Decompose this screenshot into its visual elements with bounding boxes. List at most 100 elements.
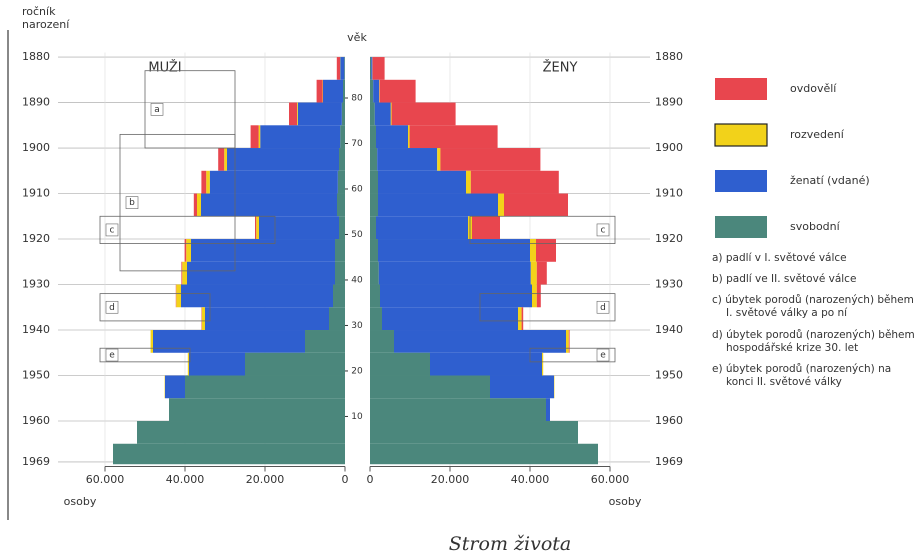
bar-segment [250, 125, 259, 149]
bar-segment [378, 239, 530, 262]
side-title: MUŽI [148, 60, 181, 76]
bar-segment [181, 284, 333, 308]
bar-segment [340, 57, 345, 80]
bar-segment [245, 352, 345, 376]
notes: a) padlí v I. světové válce b) padlí ve I… [712, 252, 917, 397]
bar-segment [370, 443, 598, 465]
y2-tick-label: 70 [351, 139, 363, 149]
bar-segment [316, 79, 323, 103]
bar-segment [372, 57, 385, 80]
y-tick-label: 1880 [22, 50, 50, 63]
legend-swatch [715, 216, 767, 238]
bracket-label: e [109, 351, 115, 361]
bar-segment [370, 57, 372, 80]
bracket [99, 293, 211, 322]
y-tick-label: 1969 [655, 455, 683, 468]
bar-segment [532, 284, 537, 308]
bar-segment [340, 125, 345, 149]
y-tick-label: 1910 [655, 187, 683, 200]
bar-segment [390, 102, 392, 126]
bar-segment [337, 193, 345, 217]
bar-segment [370, 330, 394, 353]
bar-segment [201, 307, 205, 331]
bar-segment [339, 148, 345, 171]
bar-segment [370, 352, 430, 376]
note: e) úbytek porodů (narozených) na konci I… [712, 362, 892, 388]
x-tick-label: 60.000 [591, 473, 630, 486]
bar-segment [370, 375, 490, 399]
bracket-label-bg [596, 300, 610, 314]
bar-segment [536, 284, 541, 308]
bar-segment [255, 216, 257, 240]
bar-segment [341, 102, 345, 126]
y2-axis-label: věk [347, 31, 367, 44]
x-tick-label: 20.000 [246, 473, 285, 486]
bar-segment [165, 375, 185, 399]
bar-segment [408, 125, 410, 149]
bar-segment [394, 330, 566, 353]
bar-segment [504, 193, 568, 217]
bar-segment [373, 79, 380, 103]
legend-label: svobodní [790, 220, 841, 233]
bar-segment [472, 216, 500, 240]
bar-segment [335, 239, 345, 262]
bar-segment [259, 216, 339, 240]
bar-segment [490, 375, 554, 399]
bar-segment [113, 443, 345, 465]
bar-segment [193, 193, 197, 217]
y-tick-label: 1900 [22, 141, 50, 154]
bracket-label: d [109, 303, 115, 313]
bar-segment [518, 307, 522, 331]
y2-tick-label: 60 [351, 184, 363, 194]
bar-segment [186, 239, 191, 262]
bar-segment [470, 170, 559, 194]
legend-swatch [715, 78, 767, 100]
bar-segment [191, 239, 335, 262]
bar-segment [370, 261, 379, 285]
bar-segment [382, 307, 518, 331]
x-tick-label: 0 [367, 473, 374, 486]
bar-segment [374, 102, 391, 126]
y-axis-label: narození [22, 18, 70, 31]
bar-segment [370, 398, 546, 422]
bar-segment [218, 148, 225, 171]
bar-segment [379, 79, 416, 103]
bar-segment [153, 330, 305, 353]
legend-label: rozvedení [790, 128, 845, 141]
bar-segment [370, 239, 378, 262]
bracket [99, 215, 276, 244]
x-tick-label: 0 [342, 473, 349, 486]
y-tick-label: 1930 [655, 278, 683, 291]
note: a) padlí v I. světové válce [712, 252, 847, 264]
side-title: ŽENY [543, 60, 578, 76]
bar-segment [566, 330, 569, 353]
bar-segment [176, 284, 181, 308]
y-axis-label: ročník [22, 5, 56, 18]
bar-segment [201, 170, 207, 194]
y-tick-label: 1950 [655, 369, 683, 382]
bar-segment [297, 102, 298, 126]
bracket-label-bg [105, 348, 119, 362]
bar-segment [189, 352, 245, 376]
bar-segment [409, 125, 498, 149]
x-tick-label: 60.000 [86, 473, 125, 486]
bracket-label: d [600, 303, 606, 313]
bracket [529, 347, 616, 363]
bar-segment [184, 239, 187, 262]
bar-segment [370, 170, 378, 194]
bracket [479, 293, 616, 322]
y-tick-label: 1960 [22, 414, 50, 427]
bar-segment [297, 102, 342, 126]
bar-segment [137, 421, 345, 444]
bracket-label: c [601, 225, 606, 235]
bar-segment [498, 193, 504, 217]
y-tick-label: 1910 [22, 187, 50, 200]
bracket [469, 215, 616, 244]
bar-segment [371, 57, 373, 80]
y-tick-label: 1880 [655, 50, 683, 63]
bar-segment [197, 193, 201, 217]
bar-segment [187, 352, 189, 376]
bar-segment [335, 261, 345, 285]
